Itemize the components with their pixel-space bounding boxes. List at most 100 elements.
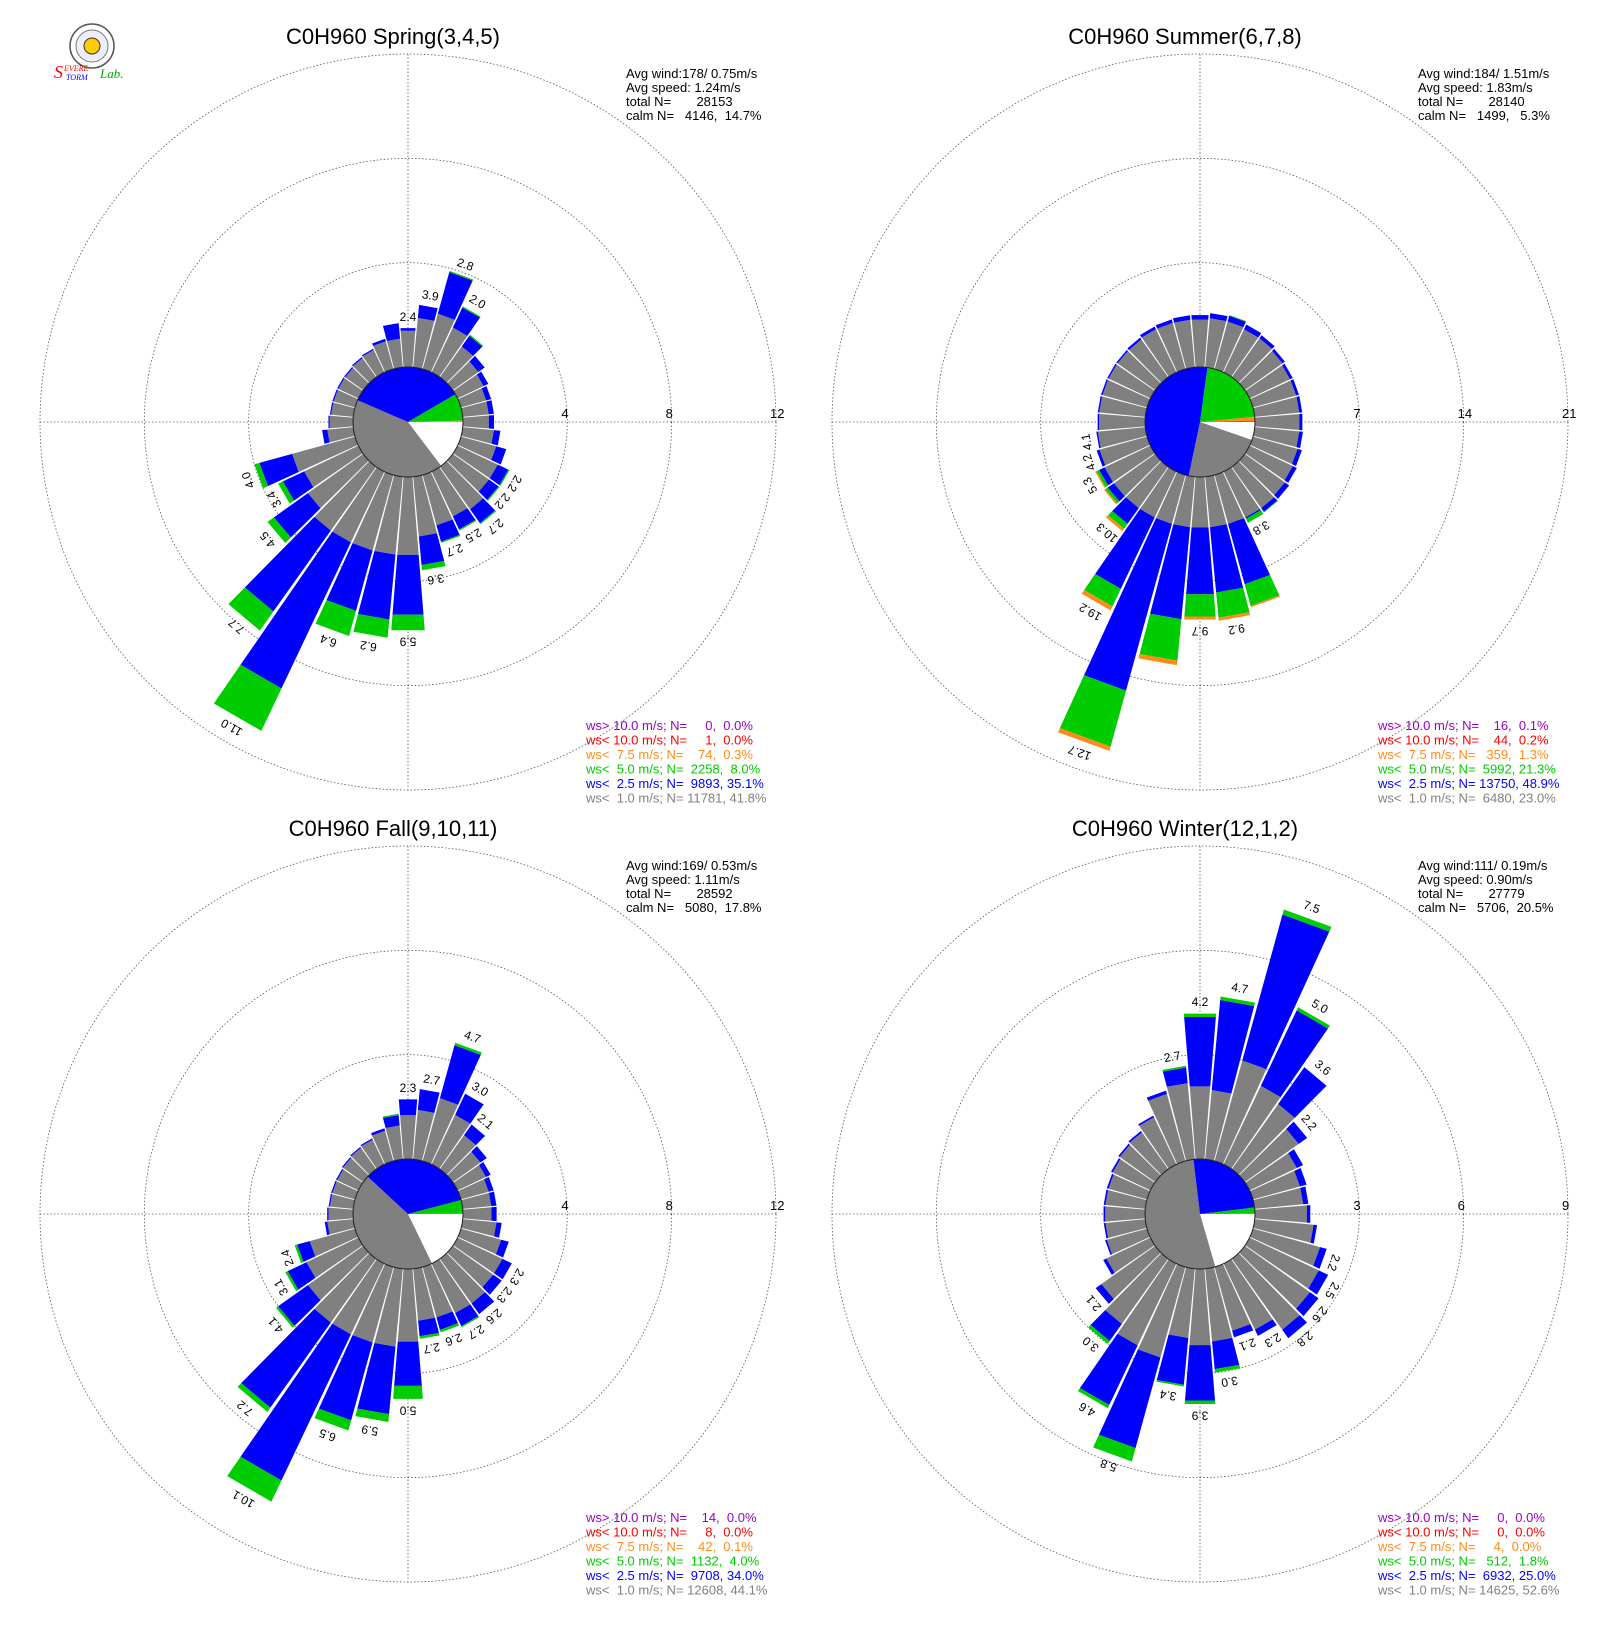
- windrose-panel-1: C0H960 Spring(3,4,5)4 8 122.43.92.82.02.22…: [39, 24, 784, 806]
- direction-bar-290: [1106, 1173, 1150, 1200]
- direction-bar-140: 2.8: [1231, 1253, 1316, 1350]
- legend-entry: ws< 5.0 m/s; N= 5992, 21.3%: [1377, 762, 1556, 777]
- direction-bar-70: [458, 386, 492, 408]
- bar-segment-blue: [392, 554, 424, 615]
- stats-line: total N= 27779: [1418, 886, 1525, 901]
- chart-title: C0H960 Summer(6,7,8): [1068, 24, 1302, 49]
- direction-bar-270: [1103, 1206, 1146, 1222]
- bar-segment-gray: [1239, 453, 1285, 496]
- direction-bar-290: [1100, 379, 1150, 408]
- bar-segment-blue: [476, 371, 489, 387]
- bar-segment-blue: [488, 1191, 497, 1207]
- bar-segment-gray: [1191, 319, 1209, 368]
- bar-segment-gray: [362, 349, 385, 377]
- bar-segment-gray: [462, 1207, 492, 1221]
- bar-value-label: 2.2: [1298, 1112, 1320, 1134]
- ring-tick-label: 6: [1458, 1198, 1465, 1213]
- direction-bar-70: [458, 1176, 494, 1200]
- bar-segment-green: [1296, 1007, 1330, 1029]
- direction-bar-90: [1254, 1205, 1311, 1223]
- bar-segment-gray: [361, 1139, 385, 1169]
- legend-entry: ws< 1.0 m/s; N= 12608, 44.1%: [585, 1583, 768, 1598]
- bar-segment-gray: [1253, 1219, 1314, 1243]
- bar-segment-blue: [1095, 508, 1155, 589]
- bar-value-label: 2.8: [1294, 1328, 1316, 1350]
- bar-segment-gray: [307, 1245, 369, 1301]
- bar-segment-orange: [1218, 612, 1251, 621]
- pie-slice-calm: [408, 422, 463, 466]
- stats-line: total N= 28592: [626, 886, 733, 901]
- bar-segment-gray: [374, 1267, 403, 1347]
- bar-segment-gray: [1250, 1170, 1300, 1200]
- bar-segment-blue: [273, 493, 321, 538]
- direction-bar-200: 6.4: [315, 472, 394, 650]
- bar-segment-gray: [413, 1267, 436, 1321]
- direction-bar-220: 7.2: [234, 1253, 377, 1419]
- bar-segment-blue: [1139, 326, 1156, 338]
- pie-slice-ws<5.0: [408, 394, 463, 422]
- direction-bar-280: [1103, 1189, 1147, 1209]
- bar-segment-blue: [1278, 1067, 1327, 1118]
- pie-slice-ws<2.5: [357, 367, 456, 422]
- direction-bar-300: [1111, 1158, 1155, 1191]
- bar-segment-green: [454, 1042, 482, 1055]
- bar-segment-gray: [1214, 1264, 1251, 1331]
- direction-bar-290: [332, 389, 358, 408]
- direction-bar-160: 2.6: [422, 1264, 464, 1349]
- bar-segment-green: [487, 486, 500, 501]
- bar-segment-green: [228, 587, 274, 631]
- bar-segment-blue: [437, 272, 473, 320]
- bar-segment-gray: [458, 388, 487, 408]
- bar-segment-blue: [436, 1311, 459, 1330]
- bar-segment-blue: [471, 1146, 487, 1163]
- bar-segment-blue: [484, 1176, 494, 1192]
- bar-segment-gray: [431, 467, 468, 517]
- bar-segment-blue: [1116, 349, 1128, 364]
- bar-value-label: 11.0: [218, 716, 245, 740]
- pie-slice-ws<5.0: [1200, 1207, 1255, 1214]
- bar-segment-blue: [351, 356, 363, 367]
- bar-segment-gray: [1239, 350, 1283, 391]
- bar-value-label: 2.3: [493, 1284, 515, 1306]
- bar-segment-green: [439, 1323, 460, 1333]
- bar-segment-green: [1156, 1379, 1184, 1387]
- bar-segment-green: [419, 1332, 440, 1339]
- bar-segment-blue: [495, 1239, 509, 1258]
- bar-segment-orange: [1081, 589, 1113, 611]
- bar-segment-gray: [1214, 1060, 1267, 1164]
- legend-entry: ws< 2.5 m/s; N= 6932, 25.0%: [1377, 1568, 1556, 1583]
- bar-segment-gray: [304, 445, 363, 488]
- ring-tick-label: 21: [1562, 406, 1576, 421]
- bar-segment-gray: [386, 338, 403, 369]
- bar-value-label: 2.3: [1262, 1330, 1284, 1351]
- bar-segment-gray: [351, 1147, 377, 1175]
- bar-segment-blue: [382, 1115, 400, 1128]
- bar-segment-blue: [1172, 315, 1191, 323]
- legend-entry: ws< 10.0 m/s; N= 0, 0.0%: [1377, 1525, 1545, 1540]
- bar-segment-green: [1229, 315, 1247, 322]
- bar-value-label: 5.9: [399, 635, 416, 649]
- direction-bar-320: [350, 1146, 377, 1175]
- bar-segment-gray: [1139, 1117, 1177, 1169]
- bar-segment-gray: [327, 1219, 355, 1235]
- bar-segment-green: [1220, 996, 1256, 1006]
- bar-segment-gray: [1128, 339, 1169, 383]
- pie-slice-ws<7.5: [408, 420, 463, 422]
- bar-segment-gray: [352, 472, 394, 551]
- bar-segment-gray: [461, 1192, 492, 1209]
- direction-bar-10: 3.9: [413, 287, 440, 369]
- bar-segment-gray: [1245, 1237, 1319, 1289]
- bar-segment-blue: [1274, 482, 1290, 499]
- bar-segment-gray: [1191, 476, 1209, 528]
- direction-bar-250: [1105, 1228, 1150, 1255]
- legend-entry: ws< 10.0 m/s; N= 44, 0.2%: [1377, 733, 1549, 748]
- bar-segment-gray: [1119, 1144, 1161, 1183]
- direction-bar-110: [458, 1228, 509, 1258]
- stats-line: total N= 28153: [626, 94, 733, 109]
- logo-torm: TORM: [66, 73, 89, 82]
- bar-segment-gray: [397, 1268, 419, 1342]
- bar-segment-green: [393, 1385, 423, 1399]
- direction-bar-300: [1107, 363, 1155, 399]
- direction-bar-240: 3.1: [271, 1237, 363, 1298]
